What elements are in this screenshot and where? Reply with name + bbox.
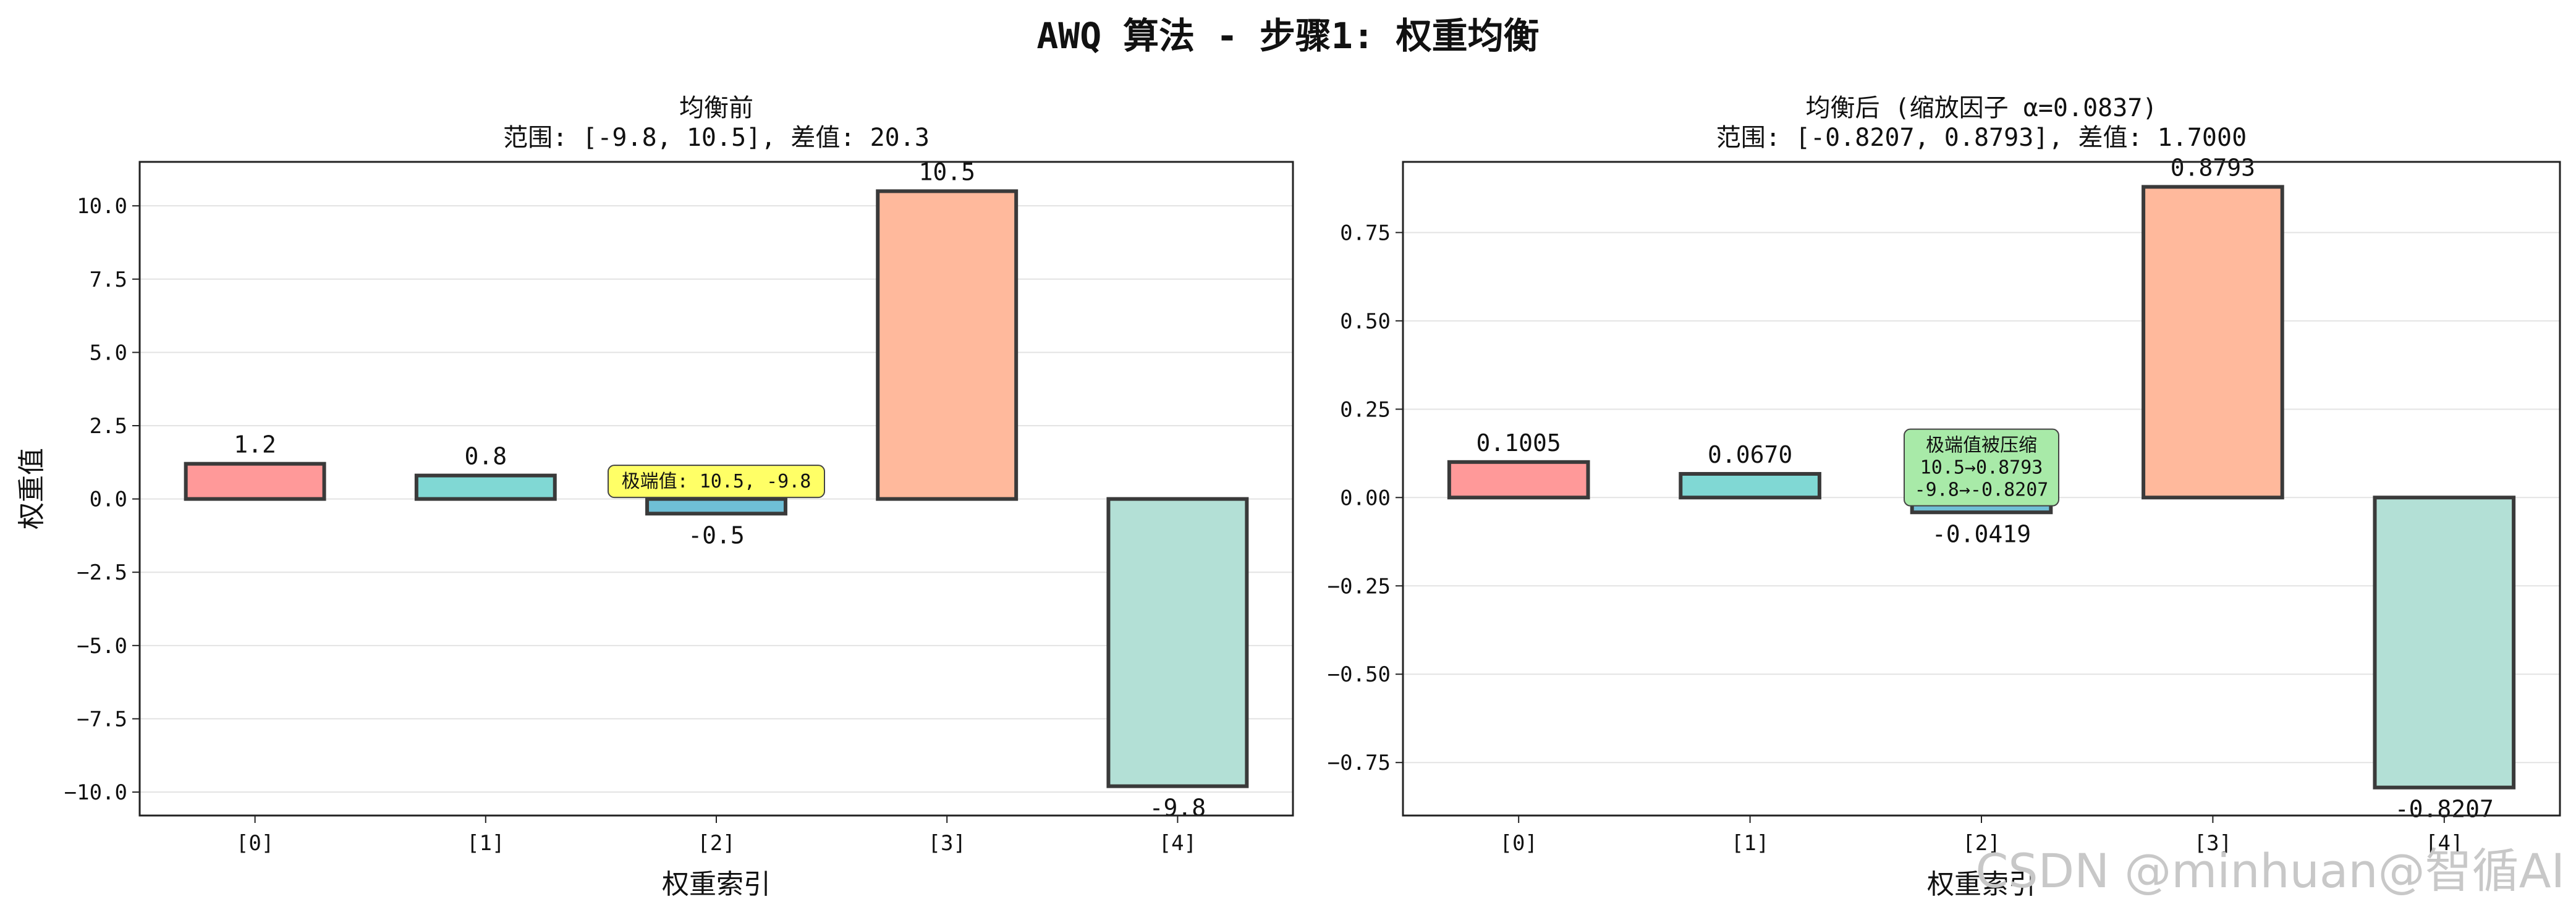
y-tick-label: −5.0 — [77, 634, 127, 659]
y-tick-label: −10.0 — [64, 780, 127, 805]
annotation-box — [1904, 428, 2059, 507]
y-tick-label: 0.50 — [1340, 309, 1391, 334]
x-tick-label: [0] — [1499, 831, 1537, 856]
y-tick-label: −0.25 — [1328, 574, 1391, 599]
x-tick-label: [3] — [2194, 831, 2232, 856]
bar-value-label: 0.8793 — [2171, 154, 2255, 181]
y-tick-label: 0.75 — [1340, 221, 1391, 245]
y-tick-label: 0.25 — [1340, 397, 1391, 422]
x-tick-label: [0] — [236, 831, 274, 856]
y-tick-label: 0.0 — [90, 487, 127, 512]
bar — [645, 497, 787, 516]
x-tick-label: [1] — [1731, 831, 1769, 856]
annotation-text: 10.5→0.8793 — [1920, 457, 2043, 479]
figure-suptitle: AWQ 算法 - 步骤1: 权重均衡 — [1036, 15, 1539, 57]
bar-value-label: 0.1005 — [1477, 429, 1561, 457]
bar-value-label: -0.0419 — [1932, 520, 2031, 547]
y-tick-label: 10.0 — [77, 194, 127, 219]
bar — [1679, 471, 1821, 500]
y-axis-label: 权重值 — [16, 448, 48, 529]
axes-frame — [138, 161, 1294, 817]
bar-value-label: 0.0670 — [1708, 441, 1792, 468]
annotation-box — [608, 465, 825, 499]
chart-subtitle: 范围: [-9.8, 10.5], 差值: 20.3 — [503, 124, 930, 152]
bar — [2142, 185, 2284, 500]
watermark: CSDN @minhuan@智循AI — [1975, 843, 2565, 898]
y-tick-label: −0.50 — [1328, 662, 1391, 687]
y-tick-label: 0.00 — [1340, 486, 1391, 510]
bar — [1447, 460, 1590, 500]
annotation-text: -9.8→-0.8207 — [1915, 479, 2049, 501]
bar — [876, 189, 1019, 501]
chart-title: 均衡前 — [679, 94, 753, 122]
bar — [2373, 495, 2516, 790]
x-tick-label: [1] — [467, 831, 504, 856]
x-tick-label: [3] — [928, 831, 965, 856]
x-axis-label: 权重索引 — [1927, 869, 2036, 900]
x-tick-label: [2] — [1962, 831, 2000, 856]
y-tick-label: 7.5 — [90, 268, 127, 292]
bar — [184, 462, 326, 501]
x-tick-label: [4] — [1159, 831, 1197, 856]
chart-subtitle: 范围: [-0.8207, 0.8793], 差值: 1.7000 — [1716, 124, 2247, 152]
bar — [1106, 497, 1249, 788]
x-tick-label: [4] — [2425, 831, 2463, 856]
annotation-text: 极端值被压缩 — [1926, 435, 2037, 457]
bar-value-label: 0.8 — [464, 443, 507, 470]
y-tick-label: 5.0 — [90, 340, 127, 365]
bar-value-label: 1.2 — [234, 431, 276, 458]
bar-value-label: -0.5 — [688, 521, 745, 549]
annotation-text: 极端值: 10.5, -9.8 — [622, 471, 811, 492]
x-axis-label: 权重索引 — [662, 869, 771, 900]
y-tick-label: −0.75 — [1328, 751, 1391, 775]
y-tick-label: −7.5 — [77, 707, 127, 732]
chart-title: 均衡后 (缩放因子 α=0.0837) — [1806, 94, 2158, 122]
y-tick-label: −2.5 — [77, 560, 127, 585]
x-tick-label: [2] — [697, 831, 735, 856]
bar — [414, 473, 557, 501]
bar-value-label: 10.5 — [918, 158, 975, 185]
y-tick-label: 2.5 — [90, 414, 127, 439]
after-balance-chart: 均衡后 (缩放因子 α=0.0837)范围: [-0.8207, 0.8793]… — [1328, 94, 2561, 900]
axes-frame — [1402, 161, 2561, 817]
